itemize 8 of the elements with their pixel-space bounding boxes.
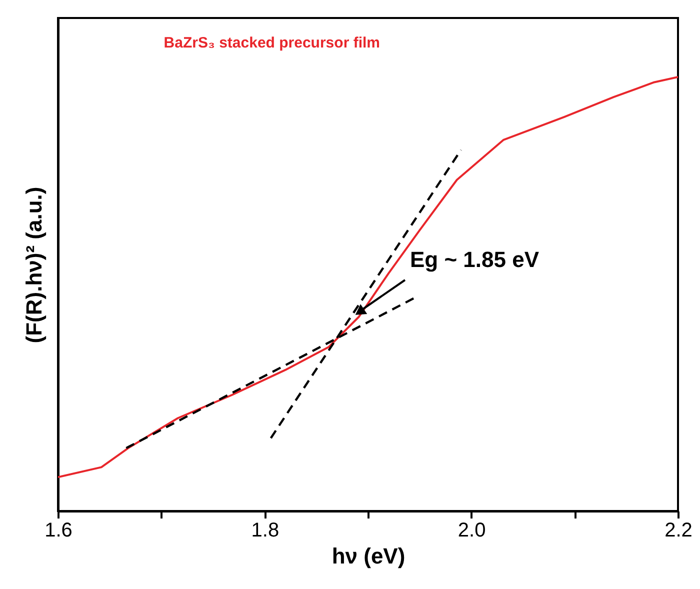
y-axis-title: (F(R).hν)² (a.u.) xyxy=(22,186,46,344)
text: BaZrS₃ stacked precursor film xyxy=(164,34,380,52)
x-tick-label: 1.8 xyxy=(251,520,280,542)
x-tick-label: 1.6 xyxy=(44,520,72,542)
x-tick-label: 2.2 xyxy=(664,520,692,542)
x-axis-title: hν (eV) xyxy=(332,544,406,568)
annotation: Eg ~ 1.85 eV xyxy=(410,247,540,272)
x-tick-label: 2.0 xyxy=(458,520,486,542)
